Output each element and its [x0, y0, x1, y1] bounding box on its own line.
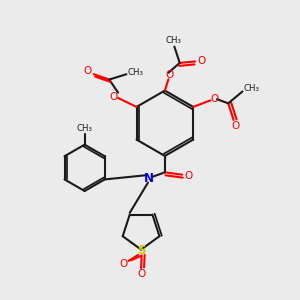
Text: CH₃: CH₃	[243, 84, 260, 93]
Text: O: O	[84, 66, 92, 76]
Text: O: O	[184, 171, 192, 181]
Text: CH₃: CH₃	[128, 68, 144, 77]
Text: O: O	[137, 269, 145, 279]
Text: O: O	[110, 92, 118, 101]
Text: CH₃: CH₃	[76, 124, 93, 133]
Text: O: O	[165, 70, 173, 80]
Text: N: N	[143, 172, 154, 185]
Text: O: O	[231, 121, 239, 131]
Text: O: O	[119, 259, 128, 269]
Text: CH₃: CH₃	[166, 35, 182, 44]
Text: O: O	[211, 94, 219, 103]
Text: O: O	[197, 56, 205, 66]
Text: S: S	[137, 244, 145, 257]
